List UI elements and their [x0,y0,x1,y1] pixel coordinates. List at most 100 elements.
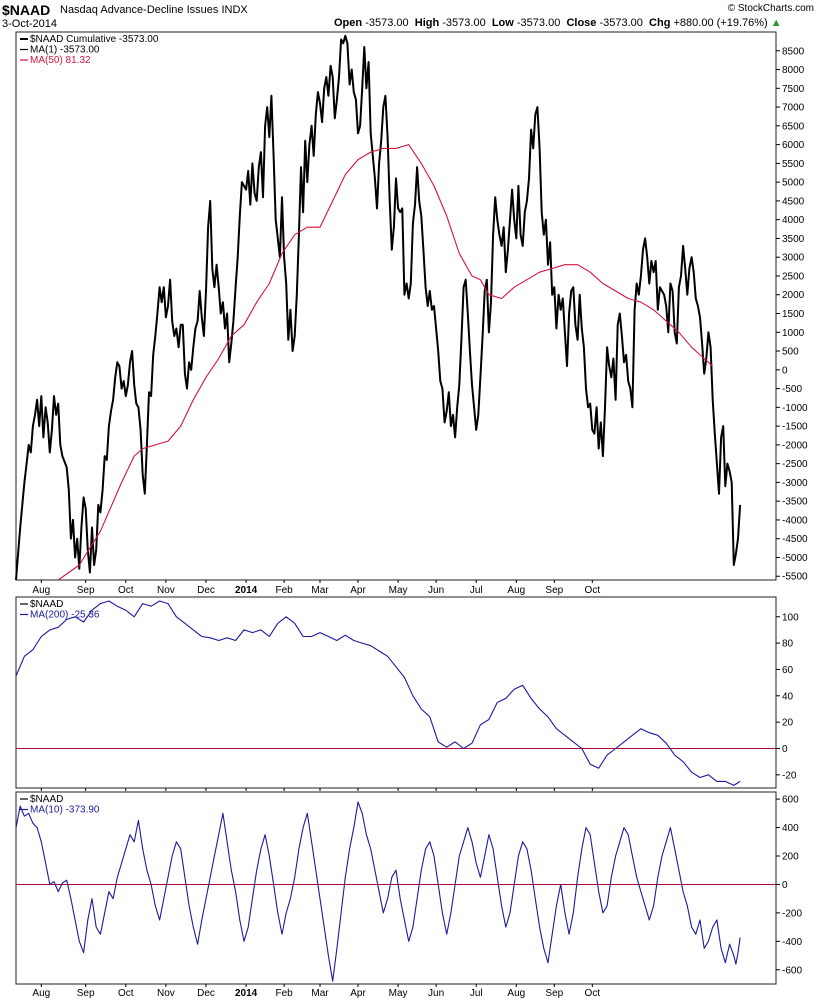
x-axis-label: Nov [157,585,175,596]
y-tick-label: -200 [782,908,802,919]
x-axis-label: Oct [585,585,601,596]
y-tick-label: 0 [782,880,788,891]
symbol-title: $NAAD [2,2,51,18]
y-tick-label: 6000 [782,140,805,151]
y-tick-label: 7500 [782,84,805,95]
x-axis-label: Oct [118,585,134,596]
y-tick-label: -5000 [782,553,808,564]
x-axis-label: Dec [197,988,215,999]
x-axis-label: Aug [507,585,525,596]
ohlc-readout: Open -3573.00 High -3573.00 Low -3573.00… [334,18,782,29]
close-label: Close [566,17,597,29]
symbol-exchange: INDX [221,4,248,16]
y-tick-label: 40 [782,691,794,702]
y-tick-label: 500 [782,347,799,358]
y-tick-label: -4500 [782,534,808,545]
panel-frame-bottom [15,791,777,985]
y-tick-label: 400 [782,823,799,834]
y-tick-label: -3000 [782,478,808,489]
x-axis-label: Apr [350,585,366,596]
y-tick-label: 5500 [782,159,805,170]
chg-value: +880.00 (+19.76%) [673,17,768,29]
x-axis-label: Nov [157,988,175,999]
high-value: -3573.00 [442,17,486,29]
x-axis-label: Jun [428,988,444,999]
y-tick-label: -1000 [782,403,808,414]
chg-label: Chg [649,17,671,29]
legend-label: $NAAD Cumulative -3573.00 [30,34,159,45]
x-axis-label: Sep [545,988,563,999]
x-axis-label: 2014 [235,585,258,596]
close-value: -3573.00 [599,17,643,29]
y-tick-label: -2000 [782,440,808,451]
y-tick-label: 1000 [782,328,805,339]
symbol-name: Nasdaq Advance-Decline Issues [60,4,219,16]
y-tick-label: -1500 [782,422,808,433]
y-tick-label: 200 [782,852,799,863]
y-tick-label: 2500 [782,271,805,282]
y-tick-label: 3500 [782,234,805,245]
open-value: -3573.00 [365,17,409,29]
x-axis-label: Apr [350,988,366,999]
series-line-ma-10- [15,801,741,982]
y-tick-label: 0 [782,365,788,376]
open-label: Open [334,17,363,29]
y-tick-label: -4000 [782,515,808,526]
x-axis-label: Sep [545,585,563,596]
y-tick-label: 2000 [782,290,805,301]
y-tick-label: 0 [782,744,788,755]
y-tick-label: 60 [782,665,794,676]
high-label: High [414,17,440,29]
x-axis-label: Jul [470,585,483,596]
panel-frame-main [15,31,777,581]
series-line-ma-50- [57,144,714,581]
y-tick-label: 100 [782,612,799,623]
series-line-ma-200- [15,600,741,786]
x-axis-label: Feb [275,585,293,596]
x-axis-label: Mar [311,585,329,596]
x-axis-label: Aug [32,585,50,596]
chart-date: 3-Oct-2014 [2,18,58,30]
x-axis-label: Aug [507,988,525,999]
y-tick-label: 8500 [782,46,805,57]
y-tick-label: -600 [782,965,802,976]
y-tick-label: 80 [782,639,794,650]
y-tick-label: 5000 [782,178,805,189]
legend-label: $NAAD [30,794,63,805]
x-axis-label: Jun [428,585,444,596]
legend-label: MA(200) -25.36 [30,610,100,621]
x-axis-label: Mar [311,988,329,999]
x-axis-label: 2014 [235,988,258,999]
y-tick-label: 3000 [782,253,805,264]
low-value: -3573.00 [516,17,561,29]
x-axis-label: Sep [77,988,95,999]
y-tick-label: -20 [782,770,797,781]
y-tick-label: 4000 [782,215,805,226]
y-tick-label: -5500 [782,572,808,583]
up-arrow-icon: ▲ [770,17,782,29]
y-tick-label: 600 [782,795,799,806]
legend-label: MA(10) -373.90 [30,805,100,816]
y-tick-label: 20 [782,718,794,729]
y-tick-label: 1500 [782,309,805,320]
y-tick-label: 7000 [782,103,805,114]
stockcharts-watermark: © StockCharts.com [727,3,814,14]
y-tick-label: -2500 [782,459,808,470]
legend-label: MA(50) 81.32 [30,55,91,66]
legend-label: MA(1) -3573.00 [30,45,100,56]
x-axis-label: Oct [118,988,134,999]
x-axis-label: May [389,585,408,596]
x-axis-label: Feb [275,988,293,999]
y-tick-label: 4500 [782,196,805,207]
x-axis-label: Oct [585,988,601,999]
y-tick-label: 6500 [782,121,805,132]
legend-label: $NAAD [30,599,63,610]
x-axis-label: Sep [77,585,95,596]
x-axis-label: May [389,988,408,999]
x-axis-label: Aug [32,988,50,999]
low-label: Low [491,17,514,29]
panel-frame-middle [15,596,777,789]
series-line--naad-cumulative [15,34,742,581]
